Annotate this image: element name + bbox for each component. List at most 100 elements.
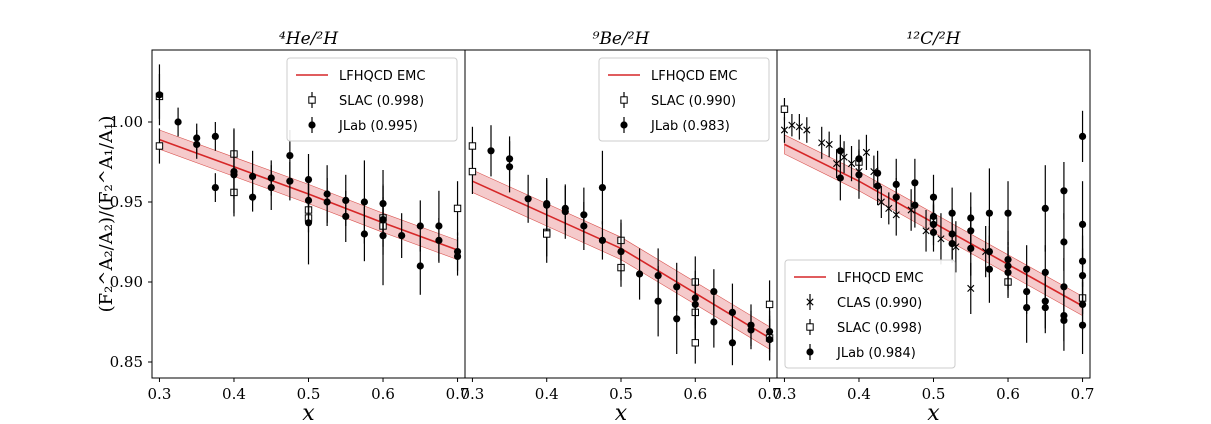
marker-circle [304, 219, 313, 227]
y-tick-label-3: 1.00 [110, 113, 143, 131]
marker-circle [211, 132, 219, 140]
marker-circle [286, 177, 294, 185]
x-tick-label-3: 0.6 [996, 385, 1020, 403]
legend: LFHQCD EMC SLAC (0.990) JLab (0.983) [598, 57, 770, 142]
marker-circle [710, 288, 718, 296]
x-tick-label-0: 0.3 [460, 385, 484, 403]
marker-circle [416, 222, 424, 230]
data-point [230, 150, 238, 199]
data-point [267, 165, 275, 210]
data-point [654, 266, 662, 337]
data-point [617, 222, 625, 281]
marker-circle [267, 184, 275, 192]
marker-circle [911, 179, 919, 187]
panel-1: 0.3 0.4 0.5 0.6 0.7 x ⁴He/²H LFHQCD EMC SLAC (0.… [148, 29, 470, 424]
legend-label: LFHQCD EMC [651, 69, 737, 84]
marker-square [543, 230, 551, 238]
data-point [710, 296, 718, 348]
data-point [635, 248, 644, 300]
data-point [249, 182, 257, 212]
legend-label: JLab (0.984) [836, 346, 916, 361]
x-tick-label-2: 0.5 [297, 385, 321, 403]
marker-circle [487, 147, 495, 155]
marker-x [795, 123, 803, 131]
marker-circle [435, 236, 443, 244]
x-tick-label-0: 0.3 [148, 385, 172, 403]
x-tick-label-1: 0.4 [222, 385, 246, 403]
x-axis-label: x [302, 401, 315, 424]
data-point [836, 155, 844, 201]
data-point [1041, 282, 1049, 334]
data-point [803, 117, 811, 143]
data-point [948, 224, 956, 263]
data-point [985, 235, 993, 303]
x-axis-label: x [615, 401, 628, 424]
legend-marker-square [620, 96, 628, 104]
marker-circle [193, 140, 201, 148]
marker-x [840, 153, 848, 161]
data-point [193, 130, 201, 159]
x-tick-label-3: 0.6 [371, 385, 395, 403]
marker-x [922, 227, 930, 235]
marker-circle [1060, 316, 1068, 324]
data-point [862, 134, 871, 170]
data-point [780, 117, 789, 143]
data-point [691, 322, 699, 364]
marker-circle [691, 300, 699, 308]
legend-label: LFHQCD EMC [339, 69, 425, 84]
data-point [453, 181, 462, 236]
marker-square [468, 142, 477, 150]
marker-circle [561, 208, 569, 216]
marker-x [877, 198, 885, 206]
marker-circle [747, 326, 755, 334]
marker-circle [342, 212, 350, 220]
data-point [1060, 290, 1068, 351]
data-point [929, 213, 938, 252]
marker-circle [728, 308, 737, 316]
data-point [543, 179, 551, 231]
data-point [765, 318, 774, 361]
marker-circle [230, 171, 238, 179]
marker-square [691, 339, 699, 347]
x-tick-label-2: 0.5 [609, 385, 633, 403]
marker-circle [453, 252, 462, 260]
data-point [691, 280, 699, 329]
marker-circle [1078, 321, 1087, 329]
marker-square [780, 105, 789, 113]
marker-circle [379, 232, 387, 240]
legend-label: LFHQCD EMC [837, 271, 923, 286]
marker-circle [360, 230, 368, 238]
marker-circle [1004, 268, 1012, 276]
marker-circle [1041, 304, 1049, 312]
data-point [360, 206, 368, 262]
marker-circle [249, 193, 257, 201]
marker-circle [1041, 204, 1049, 212]
marker-circle [855, 155, 863, 163]
x-tick-label-4: 0.7 [758, 385, 782, 403]
data-point [1078, 296, 1087, 354]
legend-label: SLAC (0.998) [837, 321, 922, 336]
marker-x [885, 204, 893, 212]
marker-x [862, 148, 871, 156]
panel-3: 0.3 0.4 0.5 0.6 0.7 x ¹²C/²H LFHQCD EMC CLAS (0.… [773, 29, 1095, 424]
x-tick-label-1: 0.4 [847, 385, 871, 403]
panel-title: ⁹Be/²H [593, 29, 651, 49]
y-tick-label-0: 0.85 [110, 353, 143, 371]
legend-marker-circle [620, 121, 628, 129]
legend-marker-square [308, 96, 316, 104]
marker-circle [323, 198, 331, 206]
series-circle [155, 64, 462, 295]
data-point [524, 174, 532, 223]
data-point [833, 149, 841, 178]
y-tick-label-1: 0.90 [110, 273, 143, 291]
marker-circle [911, 201, 919, 209]
legend-marker-circle [806, 348, 814, 356]
marker-circle [416, 262, 424, 270]
legend-label: SLAC (0.990) [651, 94, 736, 109]
marker-circle [929, 228, 938, 236]
marker-circle [1060, 283, 1068, 291]
series-circle [487, 125, 774, 366]
data-point [818, 126, 826, 159]
data-point [155, 128, 164, 164]
data-point [795, 114, 803, 140]
